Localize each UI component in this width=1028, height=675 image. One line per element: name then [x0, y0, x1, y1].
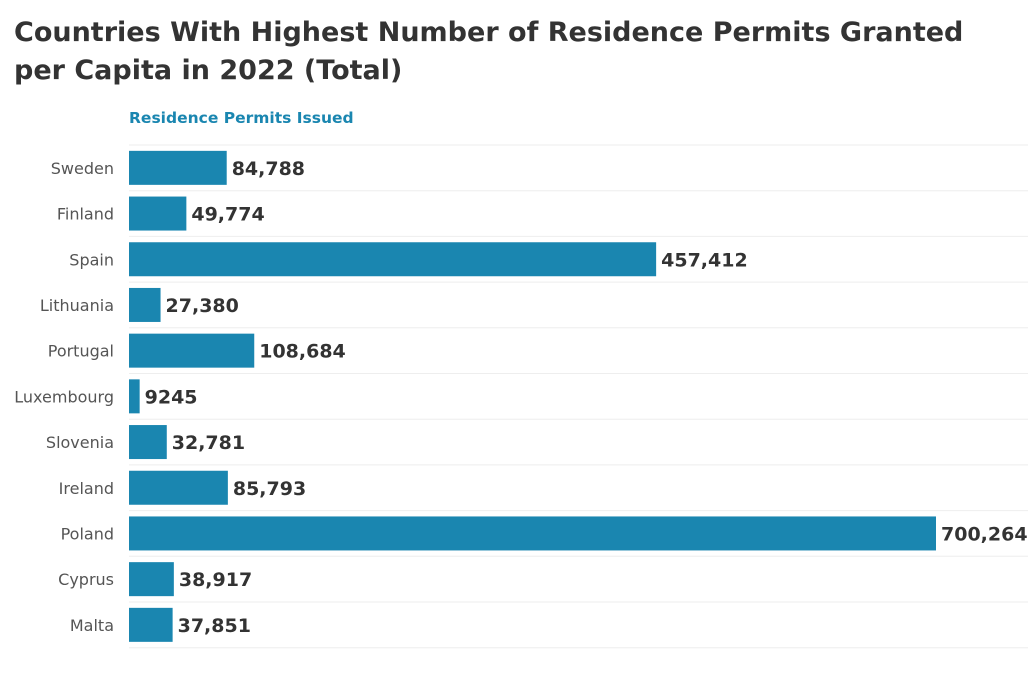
value-label: 38,917 — [179, 569, 252, 591]
category-label: Lithuania — [40, 296, 114, 315]
value-label: 27,380 — [166, 295, 239, 317]
category-label: Sweden — [51, 159, 114, 178]
bar-sweden — [129, 150, 227, 185]
bar-portugal — [129, 333, 255, 368]
bar-malta — [129, 607, 173, 642]
value-label: 457,412 — [661, 249, 748, 271]
bar-finland — [129, 196, 187, 231]
value-label: 37,851 — [178, 615, 251, 637]
bar-spain — [129, 242, 657, 277]
category-label: Spain — [69, 250, 114, 269]
category-label: Malta — [70, 616, 114, 635]
column-header: Residence Permits Issued — [129, 109, 354, 127]
category-label: Luxembourg — [14, 387, 114, 406]
category-label: Finland — [57, 205, 114, 224]
bar-lithuania — [129, 287, 161, 322]
category-label: Cyprus — [58, 570, 114, 589]
category-label: Poland — [61, 524, 114, 543]
x-tick-label: 00 — [799, 674, 823, 675]
x-tick-label: 00 — [684, 674, 708, 675]
x-tick-label: 00 — [915, 674, 939, 675]
x-tick-label: 00 — [338, 674, 362, 675]
value-label: 32,781 — [172, 432, 245, 454]
category-label: Ireland — [59, 479, 114, 498]
value-label: 49,774 — [191, 204, 264, 226]
value-label: 700,264 — [941, 523, 1028, 545]
x-tick-label: 00 — [569, 674, 593, 675]
bar-cyprus — [129, 562, 174, 597]
category-label: Slovenia — [46, 433, 114, 452]
chart-title: Countries With Highest Number of Residen… — [14, 17, 964, 86]
value-label: 108,684 — [259, 341, 346, 363]
x-tick-label: 00 — [454, 674, 478, 675]
value-label: 9245 — [145, 386, 198, 408]
value-label: 84,788 — [232, 158, 305, 180]
category-label: Portugal — [48, 342, 114, 361]
bar-slovenia — [129, 425, 167, 460]
bar-poland — [129, 516, 936, 551]
value-label: 85,793 — [233, 478, 306, 500]
x-tick-label: 00 — [223, 674, 247, 675]
bar-ireland — [129, 470, 228, 505]
bar-luxembourg — [129, 379, 140, 414]
